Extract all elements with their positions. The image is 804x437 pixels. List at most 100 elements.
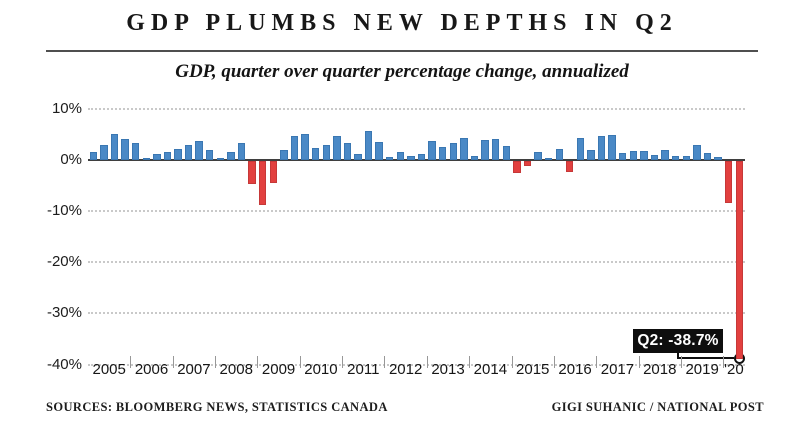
x-axis-tick-2014 — [469, 356, 471, 368]
x-axis-label-2012: 2012 — [388, 361, 423, 378]
bar-2013-Q1 — [428, 140, 436, 160]
bar-2011-Q4 — [375, 142, 383, 160]
y-axis-label--40: -40% — [46, 355, 82, 373]
y-axis-label-10: 10% — [51, 99, 82, 117]
bar-2007-Q1 — [174, 148, 182, 160]
x-axis-tick-2008 — [215, 356, 217, 368]
x-axis-label-2013: 2013 — [431, 361, 465, 378]
bar-2017-Q3 — [619, 152, 627, 160]
bar-2018-Q2 — [650, 154, 659, 160]
bar-2009-Q1 — [259, 160, 267, 206]
bar-2017-Q2 — [608, 135, 616, 160]
bar-2016-Q4 — [587, 149, 595, 160]
bar-2010-Q2 — [311, 148, 320, 160]
x-axis-label-2015: 2015 — [516, 361, 550, 378]
x-axis-tick-2013 — [426, 356, 428, 368]
x-axis-tick-2010 — [299, 356, 301, 368]
bar-2015-Q4 — [544, 158, 553, 161]
bar-2012-Q3 — [407, 155, 415, 160]
bar-2005-Q4 — [121, 138, 129, 160]
sources-credit: SOURCES: BLOOMBERG NEWS, STATISTICS CANA… — [46, 400, 388, 414]
bar-2018-Q3 — [661, 149, 669, 160]
bar-2017-Q1 — [597, 136, 606, 160]
y-axis-label--10: -10% — [46, 201, 82, 219]
bar-2013-Q2 — [439, 147, 447, 160]
bar-2009-Q3 — [280, 150, 288, 160]
bar-2008-Q1 — [216, 157, 225, 160]
bar-2010-Q1 — [301, 133, 309, 160]
x-axis-tick-2009 — [257, 356, 259, 368]
gridline-10 — [88, 107, 745, 110]
x-axis-label-2007: 2007 — [177, 361, 211, 378]
bar-2010-Q3 — [322, 144, 330, 160]
bar-2006-Q2 — [142, 158, 150, 161]
bar-2006-Q4 — [163, 152, 172, 160]
annotation-connector-line — [677, 353, 734, 359]
bar-2013-Q3 — [449, 143, 457, 160]
x-axis-label-2018: 2018 — [643, 361, 677, 378]
y-axis-label--30: -30% — [46, 304, 82, 322]
x-axis-tick-2016 — [553, 356, 555, 368]
x-axis-tick-2020 — [723, 356, 725, 368]
bar-2011-Q3 — [364, 131, 373, 160]
x-axis-label-2019: 2019 — [685, 361, 719, 378]
bar-2013-Q4 — [460, 138, 468, 160]
x-axis-tick-2006 — [130, 356, 132, 368]
x-axis-label-2014: 2014 — [473, 361, 508, 378]
bar-2012-Q2 — [396, 152, 405, 160]
bar-2015-Q3 — [534, 152, 542, 160]
x-axis-label-2010: 2010 — [304, 361, 338, 378]
bar-2007-Q3 — [195, 140, 203, 160]
zero-baseline — [88, 158, 745, 161]
bar-2017-Q4 — [629, 150, 637, 160]
bar-2008-Q3 — [237, 143, 246, 160]
bar-2016-Q1 — [555, 148, 563, 160]
bar-2015-Q1 — [513, 160, 521, 173]
bar-2020-Q2 — [735, 160, 743, 359]
x-axis-label-2008: 2008 — [219, 361, 253, 378]
author-credit: GIGI SUHANIC / NATIONAL POST — [551, 400, 764, 414]
bar-2014-Q3 — [491, 138, 500, 160]
x-axis-label-2009: 2009 — [261, 361, 296, 378]
x-axis-tick-2015 — [511, 356, 513, 368]
bar-2019-Q3 — [703, 153, 712, 160]
bar-2019-Q4 — [714, 156, 722, 160]
x-axis-label-2020: '20 — [724, 361, 744, 378]
bar-2015-Q2 — [523, 160, 532, 167]
bar-2005-Q3 — [110, 134, 119, 160]
bar-2006-Q3 — [153, 154, 161, 160]
x-axis-label-2016: 2016 — [558, 361, 592, 378]
bar-2007-Q2 — [184, 145, 193, 160]
bar-2012-Q1 — [386, 157, 394, 160]
bar-2016-Q3 — [576, 138, 585, 160]
bar-2010-Q4 — [333, 136, 341, 160]
x-axis-tick-2012 — [384, 356, 386, 368]
x-axis-tick-2017 — [596, 356, 598, 368]
bar-2007-Q4 — [206, 150, 214, 160]
bar-2012-Q4 — [417, 154, 426, 160]
x-axis-label-2006: 2006 — [134, 361, 169, 378]
bar-2019-Q2 — [693, 145, 701, 160]
bar-2018-Q4 — [671, 155, 680, 160]
bar-2014-Q1 — [470, 156, 479, 160]
bar-2008-Q2 — [227, 152, 235, 160]
bar-2018-Q1 — [640, 150, 648, 160]
bar-2008-Q4 — [248, 160, 256, 185]
bar-2019-Q1 — [682, 155, 690, 160]
x-axis-tick-2018 — [638, 356, 640, 368]
bar-2009-Q2 — [269, 160, 277, 184]
gridline--30 — [88, 312, 745, 315]
bar-2020-Q1 — [724, 160, 733, 203]
bar-2009-Q4 — [290, 135, 299, 160]
chart-title: GDP PLUMBS NEW DEPTHS IN Q2 — [126, 10, 678, 36]
bar-2005-Q2 — [100, 144, 108, 160]
bar-2014-Q2 — [481, 140, 489, 160]
chart-subtitle: GDP, quarter over quarter percentage cha… — [175, 61, 629, 82]
x-axis-tick-2007 — [172, 356, 174, 368]
bar-2005-Q1 — [89, 151, 97, 160]
y-axis-label-0: 0% — [60, 150, 82, 168]
bar-2006-Q1 — [131, 143, 140, 160]
bar-2011-Q2 — [354, 153, 362, 160]
title-divider-rule — [46, 50, 758, 52]
